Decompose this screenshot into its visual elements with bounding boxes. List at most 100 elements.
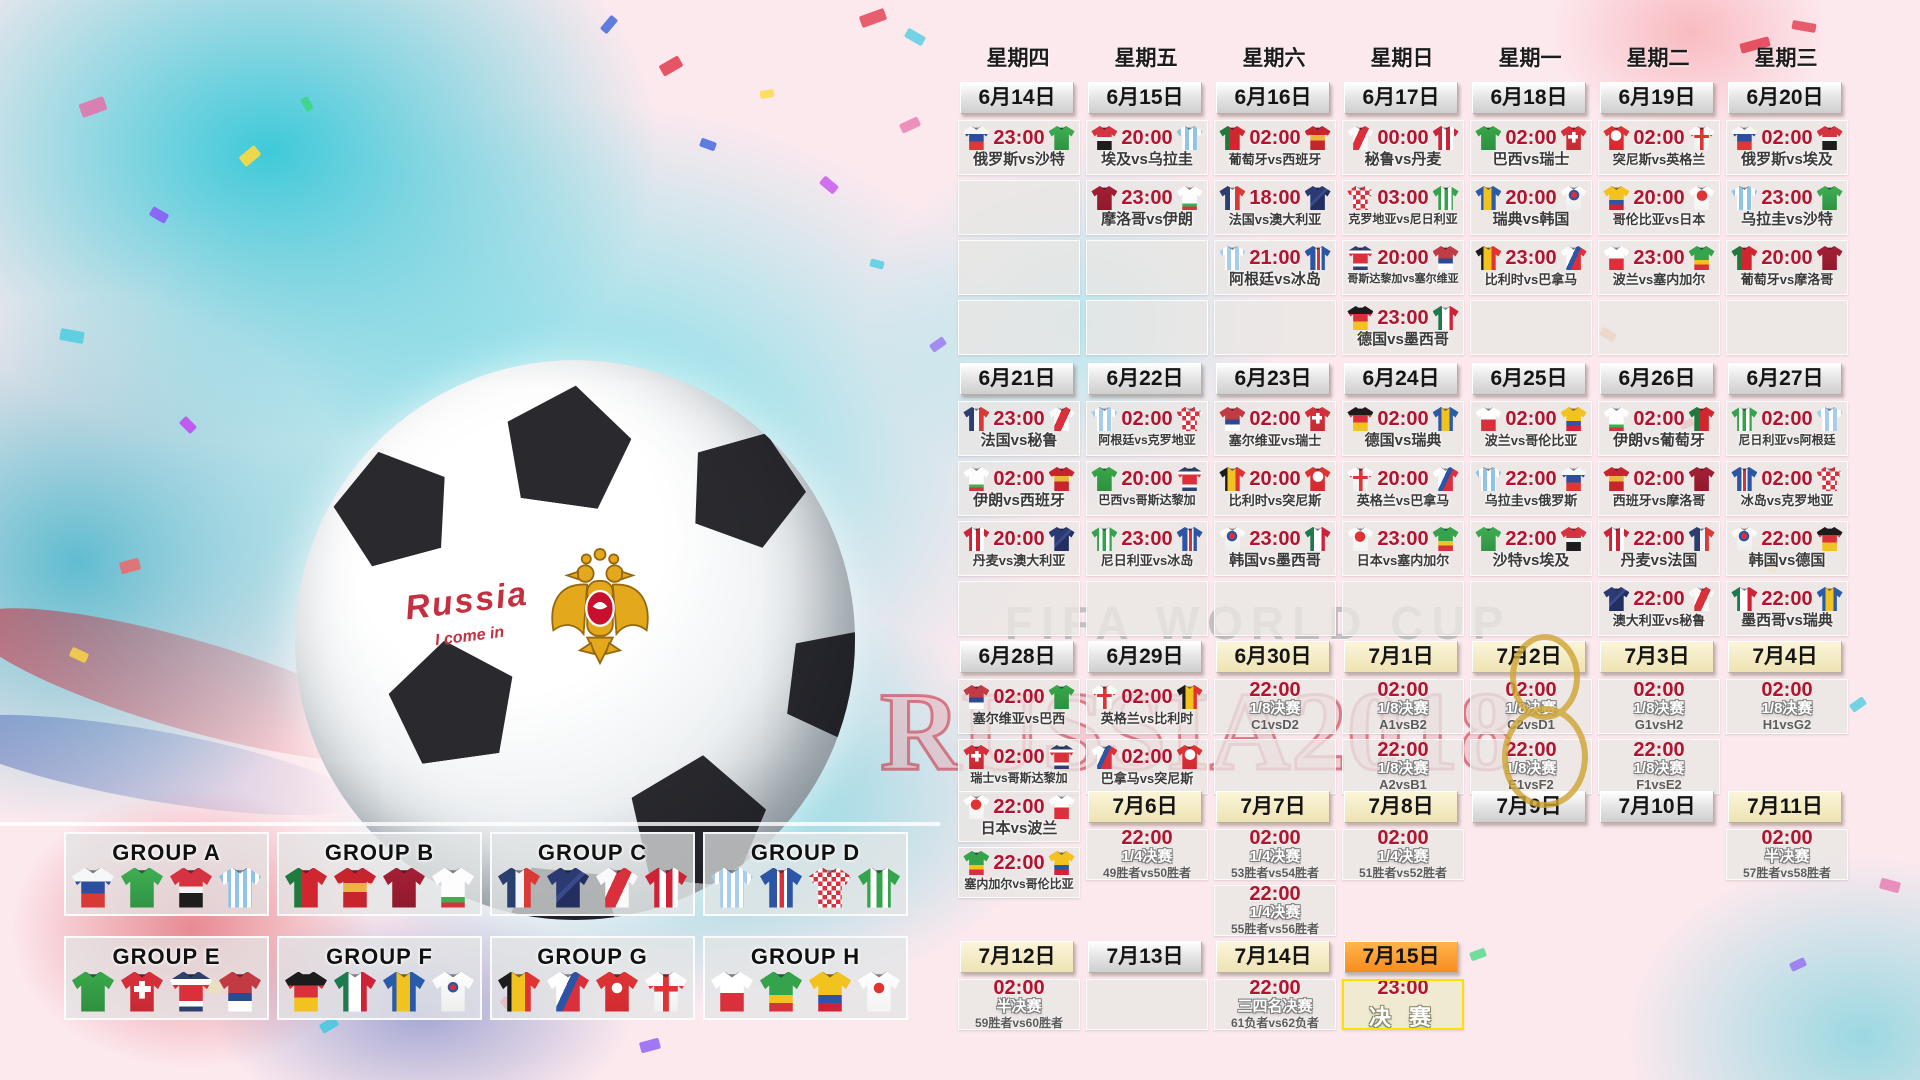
- russia-coat-of-arms-icon: [545, 548, 655, 681]
- jersey-icon-cr: [1048, 745, 1075, 769]
- jersey-icon-en: [1347, 467, 1374, 491]
- knockout-stage: 1/4决赛: [1249, 848, 1301, 865]
- date-button: 6月30日: [1216, 641, 1330, 673]
- knockout-cell: 02:00 1/4决赛 51胜者vs52胜者: [1342, 829, 1464, 880]
- knockout-time: 22:00: [1505, 739, 1557, 761]
- match-cell: 02:00 俄罗斯vs埃及: [1726, 120, 1848, 175]
- knockout-cell: 22:00 1/8决赛 A2vsB1: [1342, 739, 1464, 794]
- jersey-icon-co: [1048, 851, 1075, 875]
- empty-cell: [1470, 300, 1592, 355]
- match-teams: 英格兰vs比利时: [1100, 711, 1194, 726]
- gold-ornament: [1495, 632, 1595, 817]
- knockout-teams: 53胜者vs54胜者: [1230, 866, 1320, 880]
- match-time: 02:00: [1633, 126, 1685, 149]
- match-teams: 法国vs秘鲁: [980, 432, 1058, 449]
- knockout-stage: 1/4决赛: [1249, 904, 1301, 921]
- match-time: 23:00: [1377, 527, 1429, 550]
- match-teams: 巴西vs哥斯达黎加: [1098, 493, 1196, 507]
- jersey-icon-cr: [1347, 246, 1374, 270]
- jersey-icon-se: [1432, 407, 1459, 431]
- knockout-teams: C1vsD2: [1251, 717, 1299, 732]
- knockout-teams: 59胜者vs60胜者: [974, 1016, 1064, 1030]
- match-cell: 22:00 沙特vs埃及: [1470, 521, 1592, 576]
- group-box-h: GROUP H: [703, 936, 908, 1020]
- jersey-icon-se: [1475, 186, 1502, 210]
- date-button: 6月16日: [1216, 82, 1330, 114]
- match-cell: 23:00 乌拉圭vs沙特: [1726, 180, 1848, 235]
- jersey-icon-se: [1816, 587, 1843, 611]
- match-teams: 葡萄牙vs西班牙: [1228, 152, 1322, 167]
- date-button: 7月15日: [1344, 941, 1458, 973]
- match-teams: 澳大利亚vs秘鲁: [1612, 613, 1706, 628]
- jersey-icon-br: [72, 971, 114, 1012]
- jersey-icon-kr: [1219, 527, 1246, 551]
- jersey-icon-sn: [963, 851, 990, 875]
- date-button: 6月20日: [1728, 82, 1842, 114]
- match-time: 18:00: [1249, 186, 1301, 209]
- jersey-icon-pe: [1347, 126, 1374, 150]
- knockout-stage: 1/8决赛: [1377, 700, 1429, 717]
- match-teams: 葡萄牙vs摩洛哥: [1740, 272, 1834, 287]
- knockout-cell: 02:00 1/8决赛 G1vsH2: [1598, 679, 1720, 734]
- match-time: 22:00: [1761, 527, 1813, 550]
- match-time: 23:00: [1377, 306, 1429, 329]
- knockout-teams: G1vsH2: [1634, 717, 1684, 732]
- group-title: GROUP A: [112, 839, 221, 865]
- jersey-icon-co: [809, 971, 851, 1012]
- jersey-icon-sa: [1048, 126, 1075, 150]
- group-jerseys: [711, 867, 900, 908]
- jersey-icon-ma: [1816, 246, 1843, 270]
- jersey-icon-en: [1091, 685, 1118, 709]
- jersey-icon-uy: [1731, 186, 1758, 210]
- match-time: 00:00: [1377, 126, 1429, 149]
- match-cell: 02:00 塞尔维亚vs巴西: [958, 679, 1080, 734]
- match-cell: 23:00 俄罗斯vs沙特: [958, 120, 1080, 175]
- jersey-icon-tn: [1304, 467, 1331, 491]
- final-time: 23:00: [1377, 979, 1429, 999]
- empty-cell: [1214, 739, 1336, 794]
- match-time: 20:00: [1633, 186, 1685, 209]
- empty-cell: [1342, 581, 1464, 636]
- match-cell: 20:00 丹麦vs澳大利亚: [958, 521, 1080, 576]
- empty-cell: [1214, 300, 1336, 355]
- match-teams: 摩洛哥vs伊朗: [1101, 211, 1193, 228]
- match-teams: 丹麦vs法国: [1620, 552, 1698, 569]
- match-time: 23:00: [1249, 527, 1301, 550]
- empty-cell: [958, 240, 1080, 295]
- knockout-time: 22:00: [1249, 979, 1301, 999]
- jersey-icon-mx: [1731, 587, 1758, 611]
- jersey-icon-ma: [1688, 467, 1715, 491]
- match-time: 20:00: [1121, 126, 1173, 149]
- date-button: 7月13日: [1088, 941, 1202, 973]
- match-cell: 20:00 巴西vs哥斯达黎加: [1086, 461, 1208, 516]
- jersey-icon-be: [1219, 467, 1246, 491]
- match-teams: 波兰vs塞内加尔: [1612, 272, 1706, 287]
- jersey-icon-kr: [432, 971, 474, 1012]
- jersey-icon-hr: [1816, 467, 1843, 491]
- jersey-icon-ar: [1091, 407, 1118, 431]
- jersey-icon-sa: [1816, 186, 1843, 210]
- group-box-e: GROUP E: [64, 936, 269, 1020]
- jersey-icon-jp: [858, 971, 900, 1012]
- match-time: 23:00: [1633, 246, 1685, 269]
- match-cell: 02:00 塞尔维亚vs瑞士: [1214, 401, 1336, 456]
- match-teams: 哥伦比亚vs日本: [1612, 212, 1706, 227]
- weekday-label: 星期四: [986, 47, 1050, 70]
- knockout-time: 22:00: [1377, 739, 1429, 761]
- knockout-stage: 1/4决赛: [1377, 848, 1429, 865]
- knockout-teams: 51胜者vs52胜者: [1358, 866, 1448, 880]
- jersey-icon-fr: [498, 867, 540, 908]
- match-time: 23:00: [1121, 527, 1173, 550]
- jersey-icon-es: [1603, 467, 1630, 491]
- match-cell: 20:00 葡萄牙vs摩洛哥: [1726, 240, 1848, 295]
- jersey-icon-ch: [963, 745, 990, 769]
- match-cell: 02:00 波兰vs哥伦比亚: [1470, 401, 1592, 456]
- knockout-time: 02:00: [1761, 679, 1813, 701]
- match-teams: 哥斯达黎加vs塞尔维亚: [1347, 273, 1459, 285]
- jersey-icon-mx: [334, 971, 376, 1012]
- jersey-icon-pa: [1432, 467, 1459, 491]
- jersey-icon-en: [645, 971, 687, 1012]
- jersey-icon-br: [1091, 467, 1118, 491]
- knockout-cell: 02:00 半决赛 57胜者vs58胜者: [1726, 829, 1848, 880]
